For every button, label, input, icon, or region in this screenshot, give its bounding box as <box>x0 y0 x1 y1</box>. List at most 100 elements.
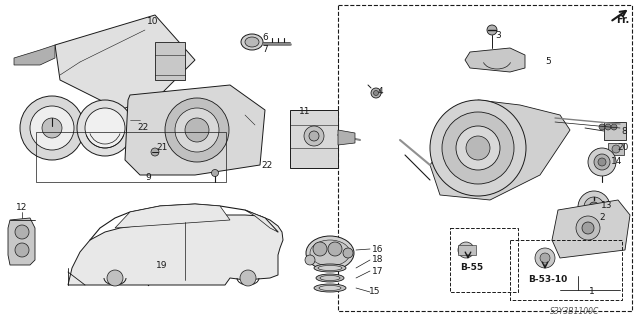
Bar <box>338 5 632 311</box>
Text: 19: 19 <box>156 262 168 271</box>
Ellipse shape <box>318 265 342 271</box>
Ellipse shape <box>319 286 341 291</box>
Bar <box>604 122 626 140</box>
Circle shape <box>612 145 620 153</box>
Text: 6: 6 <box>262 33 268 42</box>
Circle shape <box>540 253 550 263</box>
Text: 1: 1 <box>589 286 595 295</box>
Circle shape <box>15 225 29 239</box>
Text: B-53-10: B-53-10 <box>529 275 568 284</box>
Polygon shape <box>55 15 195 110</box>
Bar <box>608 143 624 155</box>
Circle shape <box>175 108 219 152</box>
Circle shape <box>42 118 62 138</box>
Circle shape <box>15 243 29 257</box>
Text: 18: 18 <box>372 256 384 264</box>
Circle shape <box>185 118 209 142</box>
Circle shape <box>487 25 497 35</box>
Circle shape <box>165 98 229 162</box>
Text: 7: 7 <box>262 46 268 55</box>
Circle shape <box>442 112 514 184</box>
Bar <box>510 240 622 300</box>
Circle shape <box>240 270 256 286</box>
Polygon shape <box>8 218 35 265</box>
Circle shape <box>85 108 125 148</box>
Text: B-55: B-55 <box>460 263 484 272</box>
Circle shape <box>151 148 159 156</box>
Text: 4: 4 <box>377 87 383 97</box>
Text: 14: 14 <box>611 158 623 167</box>
Circle shape <box>371 88 381 98</box>
Text: 16: 16 <box>372 244 384 254</box>
Bar <box>290 110 338 168</box>
Polygon shape <box>338 130 355 145</box>
Ellipse shape <box>306 236 354 270</box>
Text: 2: 2 <box>599 213 605 222</box>
Ellipse shape <box>245 37 259 47</box>
Circle shape <box>309 131 319 141</box>
Circle shape <box>584 197 604 217</box>
Ellipse shape <box>314 284 346 292</box>
Text: 3: 3 <box>495 31 501 40</box>
Ellipse shape <box>316 274 344 282</box>
Text: 9: 9 <box>145 174 151 182</box>
Polygon shape <box>245 210 278 232</box>
Polygon shape <box>465 48 525 72</box>
Text: 22: 22 <box>261 160 273 169</box>
Text: Fr.: Fr. <box>616 15 629 25</box>
Text: 13: 13 <box>601 201 612 210</box>
Text: 17: 17 <box>372 266 384 276</box>
Polygon shape <box>125 85 265 175</box>
Bar <box>458 245 476 255</box>
Text: 8: 8 <box>621 127 627 136</box>
Circle shape <box>304 126 324 146</box>
Circle shape <box>458 242 474 258</box>
Polygon shape <box>68 215 283 285</box>
Circle shape <box>582 222 594 234</box>
Text: 12: 12 <box>16 204 28 212</box>
Circle shape <box>374 91 378 95</box>
Circle shape <box>313 242 327 256</box>
Text: 22: 22 <box>138 122 148 131</box>
Text: 20: 20 <box>618 143 628 152</box>
Circle shape <box>588 148 616 176</box>
Circle shape <box>535 248 555 268</box>
Text: 10: 10 <box>147 18 159 26</box>
Circle shape <box>305 255 315 265</box>
Ellipse shape <box>314 264 346 272</box>
Circle shape <box>605 124 611 130</box>
Circle shape <box>328 242 342 256</box>
Circle shape <box>20 96 84 160</box>
Circle shape <box>456 126 500 170</box>
Polygon shape <box>430 100 570 200</box>
Circle shape <box>107 270 123 286</box>
Text: 15: 15 <box>369 287 381 296</box>
Text: 5: 5 <box>545 57 551 66</box>
Bar <box>36 132 226 182</box>
Ellipse shape <box>241 34 263 50</box>
Circle shape <box>343 248 353 258</box>
Text: S3Y3B1100C: S3Y3B1100C <box>550 308 600 316</box>
Text: 11: 11 <box>300 108 311 116</box>
Circle shape <box>594 154 610 170</box>
Circle shape <box>599 124 605 130</box>
Bar <box>450 228 518 292</box>
Circle shape <box>598 158 606 166</box>
Polygon shape <box>115 204 230 228</box>
Circle shape <box>611 124 617 130</box>
Circle shape <box>576 216 600 240</box>
Circle shape <box>578 191 610 223</box>
Bar <box>155 42 185 80</box>
Polygon shape <box>14 45 55 65</box>
Circle shape <box>466 136 490 160</box>
Circle shape <box>430 100 526 196</box>
Polygon shape <box>552 200 630 258</box>
Circle shape <box>77 100 133 156</box>
Circle shape <box>211 169 218 176</box>
Ellipse shape <box>320 276 340 280</box>
Ellipse shape <box>310 240 350 266</box>
Circle shape <box>142 264 154 276</box>
Circle shape <box>589 202 599 212</box>
Circle shape <box>30 106 74 150</box>
Text: 21: 21 <box>156 144 168 152</box>
